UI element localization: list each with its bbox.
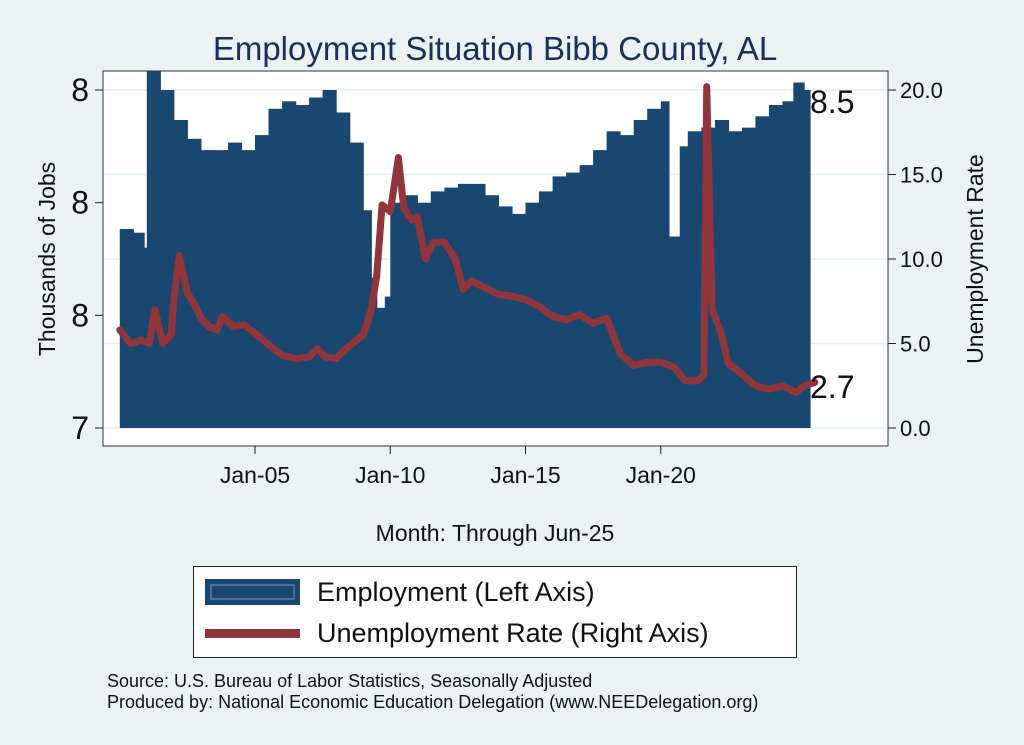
unemployment-end-label: 2.7 [810,369,854,405]
employment-bar [606,131,621,429]
employment-bar [660,101,670,429]
employment-bar [376,307,386,428]
employment-bar [755,116,770,429]
chart-legend: Employment (Left Axis) Unemployment Rate… [193,566,797,658]
left-tick-label: 8 [71,185,89,221]
left-axis-label: Thousands of Jobs [34,162,60,356]
employment-bar [295,105,310,428]
employment-bar [728,131,743,429]
chart-notes: Source: U.S. Bureau of Labor Statistics,… [107,671,758,713]
producer-note: Produced by: National Economic Education… [107,692,759,712]
employment-bar [633,120,648,428]
employment-bar [741,127,756,428]
employment-bar [133,232,145,428]
employment-bar [214,150,229,428]
legend-label-employment: Employment (Left Axis) [317,576,595,607]
employment-bar [457,183,472,428]
employment-bar [444,187,459,428]
legend-swatch-unemployment [205,628,300,638]
left-axis: 8 8 8 7 [71,72,103,446]
employment-bar [687,131,702,429]
legend-swatch-employment [205,579,300,605]
employment-bar [647,108,662,429]
employment-end-label: 8.5 [810,84,854,120]
right-axis-label: Unemployment Rate [962,154,988,364]
employment-bar [200,150,215,428]
employment-bar [282,101,297,429]
employment-bar [668,236,681,428]
employment-bar [384,296,391,428]
employment-bars [119,71,811,429]
employment-bar [309,97,324,428]
x-axis: Jan-05 Jan-10 Jan-15 Jan-20 [220,446,696,488]
employment-bar [146,71,161,428]
employment-bar [525,202,540,428]
employment-bar [322,90,337,428]
employment-bar [349,142,364,428]
employment-bar [119,229,134,428]
x-axis-label: Month: Through Jun-25 [376,520,615,546]
right-tick-label: 20.0 [900,78,943,103]
left-tick-label: 8 [71,297,89,333]
employment-bar [679,146,689,429]
employment-bar [593,150,608,428]
employment-bar [471,183,486,428]
x-tick-label: Jan-05 [220,462,290,488]
legend-item-employment: Employment (Left Axis) [205,575,595,609]
employment-bar [566,172,581,428]
employment-bar [498,206,513,428]
left-tick-label: 7 [71,410,89,446]
employment-bar [620,135,635,428]
x-tick-label: Jan-15 [490,462,560,488]
employment-bar [268,108,283,429]
right-tick-label: 0.0 [900,416,931,441]
employment-bar [769,105,784,428]
right-tick-label: 5.0 [900,332,931,357]
legend-label-unemployment: Unemployment Rate (Right Axis) [317,617,709,648]
employment-bar [371,277,378,428]
right-axis: 0.0 5.0 10.0 15.0 20.0 [888,78,943,441]
chart-title: Employment Situation Bibb County, AL [213,30,777,67]
employment-bar [714,120,729,428]
employment-bar [579,165,594,428]
left-tick-label: 8 [71,72,89,108]
right-tick-label: 15.0 [900,163,943,188]
employment-bar [430,191,445,428]
employment-bar [228,142,243,428]
employment-bar [160,90,175,428]
employment-bar [512,213,527,428]
employment-bar [187,138,202,429]
right-tick-label: 10.0 [900,247,943,272]
employment-bar [804,90,811,428]
legend-item-unemployment: Unemployment Rate (Right Axis) [205,616,709,650]
employment-bar [793,82,805,428]
employment-bar [390,202,405,428]
x-tick-label: Jan-10 [355,462,425,488]
unemployment-line [116,83,819,396]
employment-bar [144,247,148,428]
employment-bar [552,176,567,428]
employment-chart: Employment Situation Bibb County, AL 888… [34,30,988,546]
employment-bar [403,195,418,428]
employment-bar [484,195,499,428]
x-tick-label: Jan-20 [626,462,696,488]
employment-bar [336,112,351,428]
employment-bar [241,150,256,428]
employment-bar [782,101,794,429]
source-note: Source: U.S. Bureau of Labor Statistics,… [107,671,593,691]
employment-bar [255,135,270,428]
